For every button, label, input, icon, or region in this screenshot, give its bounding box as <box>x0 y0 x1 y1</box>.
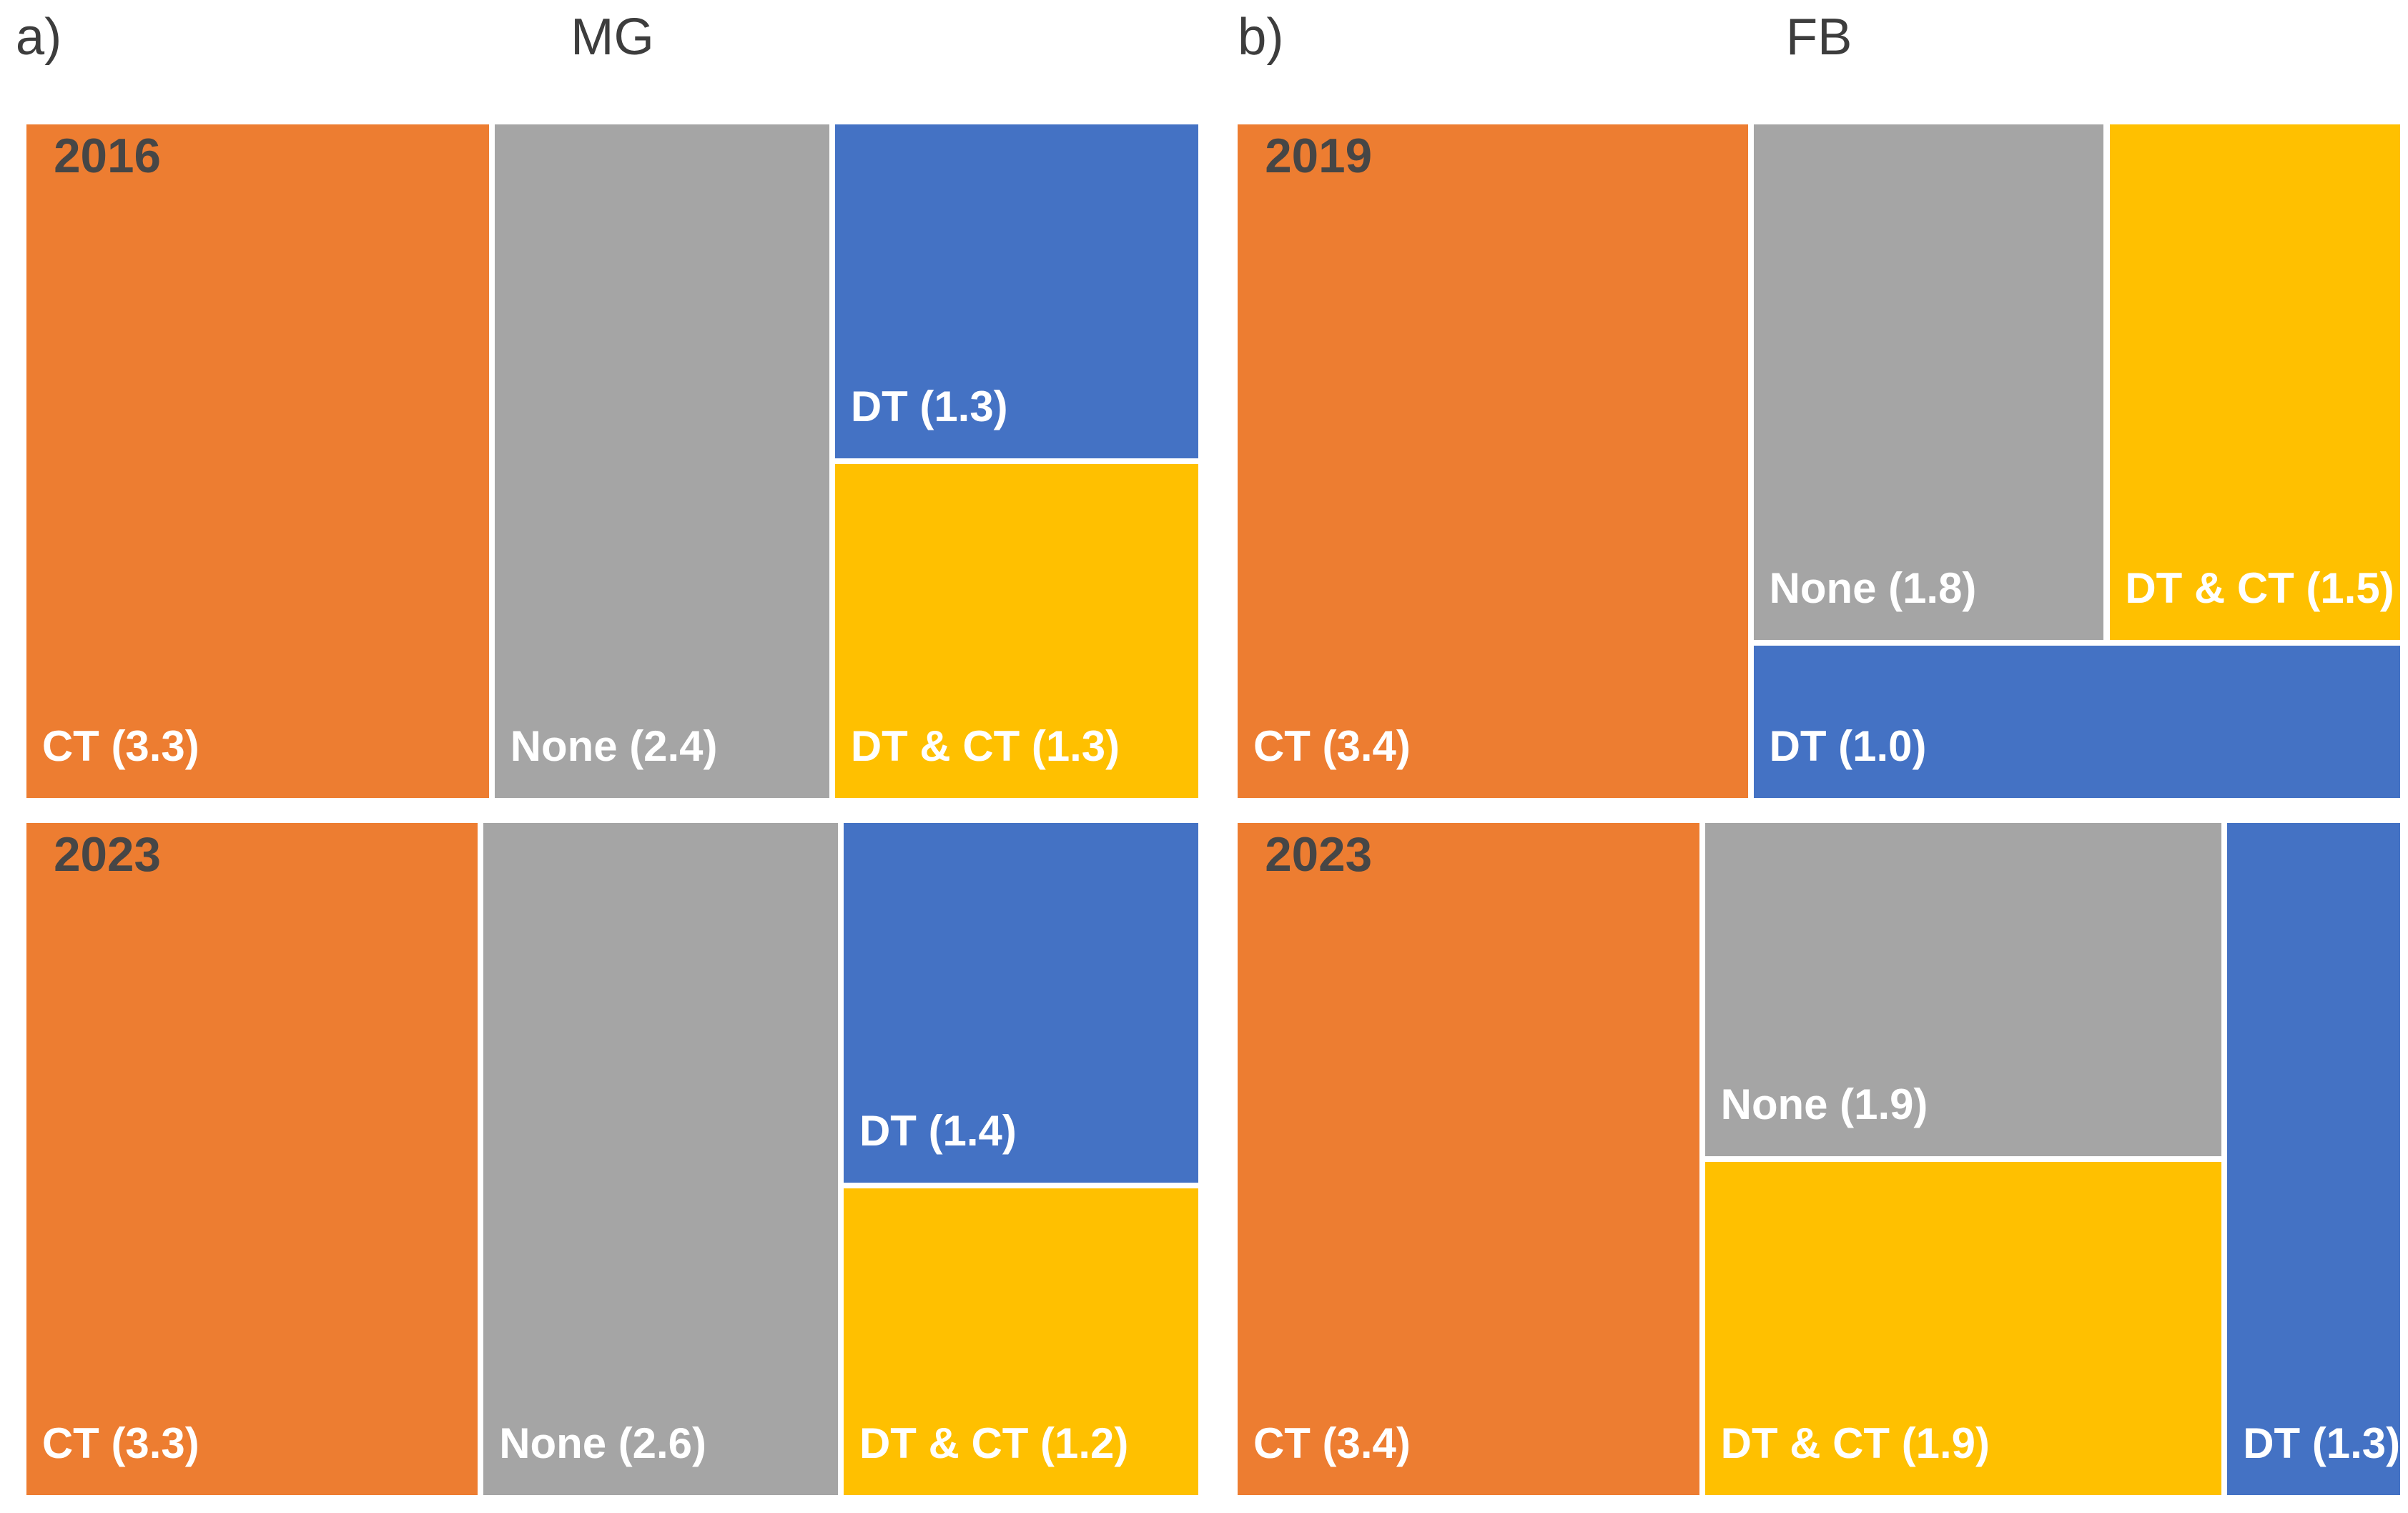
panel-a-title: MG <box>571 7 654 66</box>
segment-dt-ct: DT & CT (1.5) <box>2106 121 2404 643</box>
treemap-mg-2023: CT (3.3) None (2.6) DT (1.4) DT & CT (1.2) 2… <box>24 820 1201 1499</box>
segment-dt: DT (1.3) <box>2224 820 2404 1499</box>
year-label: 2023 <box>54 827 161 882</box>
segment-label: DT & CT (1.2) <box>859 1419 1129 1467</box>
segment-label: DT & CT (1.9) <box>1720 1419 1990 1467</box>
segment-label: DT (1.4) <box>859 1106 1017 1155</box>
segment-ct: CT (3.4) <box>1235 820 1702 1499</box>
segment-none: None (1.9) <box>1702 820 2225 1160</box>
segment-label: CT (3.4) <box>1253 1419 1411 1467</box>
segment-label: DT (1.0) <box>1769 721 1927 770</box>
segment-label: DT (1.3) <box>2243 1419 2401 1467</box>
segment-label: None (1.8) <box>1769 563 1977 612</box>
segment-dt-ct: DT & CT (1.3) <box>832 460 1201 801</box>
segment-label: None (1.9) <box>1720 1080 1928 1128</box>
segment-label: None (2.4) <box>510 721 718 770</box>
segment-dt: DT (1.3) <box>832 121 1201 461</box>
segment-label: CT (3.4) <box>1253 721 1411 770</box>
year-label: 2016 <box>54 129 161 183</box>
segment-label: DT & CT (1.3) <box>850 721 1120 770</box>
treemap-fb-2019: CT (3.4) None (1.8) DT & CT (1.5) DT (1.0) 2… <box>1235 121 2404 801</box>
panel-a-tag: a) <box>15 7 62 66</box>
segment-label: None (2.6) <box>499 1419 706 1467</box>
segment-label: DT & CT (1.5) <box>2125 563 2394 612</box>
segment-dt-ct: DT & CT (1.9) <box>1702 1159 2225 1499</box>
panel-b-tag: b) <box>1238 7 1284 66</box>
segment-ct: CT (3.4) <box>1235 121 1751 801</box>
segment-dt-ct: DT & CT (1.2) <box>841 1185 1201 1499</box>
treemap-fb-2023: CT (3.4) None (1.9) DT & CT (1.9) DT (1.3) 2… <box>1235 820 2404 1499</box>
year-label: 2023 <box>1265 827 1373 882</box>
segment-none: None (1.8) <box>1750 121 2107 643</box>
year-label: 2019 <box>1265 129 1373 183</box>
segment-dt: DT (1.0) <box>1750 642 2404 801</box>
treemap-mg-2016: CT (3.3) None (2.4) DT (1.3) DT & CT (1.3) 2… <box>24 121 1201 801</box>
segment-ct: CT (3.3) <box>24 820 481 1499</box>
segment-ct: CT (3.3) <box>24 121 492 801</box>
segment-dt: DT (1.4) <box>841 820 1201 1186</box>
segment-label: CT (3.3) <box>41 1419 199 1467</box>
segment-none: None (2.4) <box>491 121 833 801</box>
segment-label: CT (3.3) <box>41 721 199 770</box>
segment-label: DT (1.3) <box>850 382 1008 430</box>
segment-none: None (2.6) <box>480 820 842 1499</box>
panel-b-title: FB <box>1785 7 1852 66</box>
